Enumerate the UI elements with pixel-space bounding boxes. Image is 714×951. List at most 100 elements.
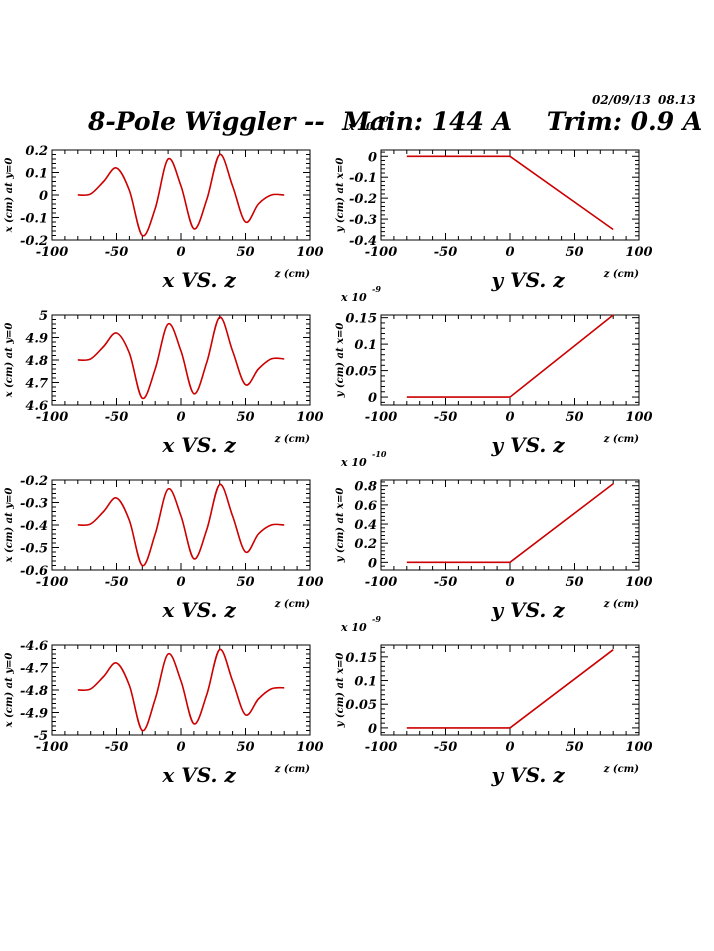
plot-panel: -100 -50 0 50 100 0.8 0.6 0.4 0.2 0 z (cm) y (cm) a… xyxy=(335,449,653,622)
x-tick-label: 100 xyxy=(296,740,323,755)
x-tick-label: 100 xyxy=(625,245,652,260)
y-tick-label: 4.9 xyxy=(25,332,48,347)
x-tick-label: 100 xyxy=(296,575,323,590)
y-tick-label: -0.2 xyxy=(20,234,48,249)
y-tick-label: 0.6 xyxy=(354,499,377,514)
x-tick-label: -50 xyxy=(105,410,129,425)
x-tick-label: 0 xyxy=(176,410,185,425)
panel-title: y VS. z xyxy=(490,268,565,292)
x-axis-title: z (cm) xyxy=(603,269,640,280)
plot-frame xyxy=(380,149,640,241)
x-tick-label: -50 xyxy=(434,245,458,260)
plot-panel: -100 -50 0 50 100 -4.6 -4.7 -4.8 -4.9 -5 z (cm) x (… xyxy=(4,639,324,787)
panel-title: x VS. z xyxy=(161,763,236,787)
x-tick-label: -100 xyxy=(365,575,398,590)
x-tick-label: 50 xyxy=(236,740,254,755)
exponent-prefix: x 10 xyxy=(340,456,367,469)
x-tick-label: 100 xyxy=(625,410,652,425)
plot-panel: -100 -50 0 50 100 0.15 0.1 0.05 0 z (cm) y (cm) at… xyxy=(335,284,653,457)
plot-frame xyxy=(51,644,311,736)
series-line xyxy=(406,649,614,729)
x-axis-title: z (cm) xyxy=(603,599,640,610)
x-tick-label: -50 xyxy=(105,740,129,755)
x-tick-label: 0 xyxy=(505,410,514,425)
y-tick-label: -4.7 xyxy=(20,662,48,677)
y-tick-label: 0.8 xyxy=(354,480,377,495)
x-tick-label: 0 xyxy=(176,575,185,590)
x-tick-label: -50 xyxy=(434,410,458,425)
y-tick-label: 0 xyxy=(368,722,377,737)
panel-title: y VS. z xyxy=(490,598,565,622)
y-tick-label: 0.2 xyxy=(354,537,377,552)
panel-title: y VS. z xyxy=(490,763,565,787)
y-axis-title: x (cm) at y=0 xyxy=(4,488,15,564)
y-tick-label: 4.8 xyxy=(25,354,48,369)
x-tick-label: -50 xyxy=(105,245,129,260)
plot-panel: -100 -50 0 50 100 5 4.9 4.8 4.7 4.6 z (cm) x (cm) a… xyxy=(4,309,324,457)
x-tick-label: -100 xyxy=(36,245,69,260)
x-tick-label: 50 xyxy=(565,575,583,590)
x-tick-label: 100 xyxy=(296,245,323,260)
exponent-value: -9 xyxy=(372,284,381,294)
y-tick-label: 0.15 xyxy=(345,312,377,327)
plot-panel: -100 -50 0 50 100 0.2 0.1 0 -0.1 -0.2 z (cm) x (cm)… xyxy=(4,144,324,292)
x-axis-title: z (cm) xyxy=(274,434,311,445)
y-tick-label: -5 xyxy=(34,729,48,744)
y-tick-label: 0.1 xyxy=(354,338,377,353)
exponent-prefix: x 10 xyxy=(340,621,367,634)
y-axis-title: y (cm) at x=0 xyxy=(335,323,346,399)
series-line xyxy=(77,316,285,400)
y-tick-label: 0.1 xyxy=(354,675,377,690)
x-axis-title: z (cm) xyxy=(603,434,640,445)
panel-title: x VS. z xyxy=(161,433,236,457)
y-axis-title: x (cm) at y=0 xyxy=(4,653,15,729)
y-axis-title: x (cm) at y=0 xyxy=(4,323,15,399)
x-tick-label: 100 xyxy=(625,740,652,755)
time-label: 08.13 xyxy=(658,93,696,107)
x-tick-label: 0 xyxy=(505,740,514,755)
y-tick-label: -0.2 xyxy=(20,474,48,489)
plot-frame xyxy=(380,314,640,406)
y-tick-label: 0 xyxy=(39,189,48,204)
overlap-exponent-label: x 10 xyxy=(347,120,374,133)
series-line xyxy=(406,155,614,231)
x-tick-label: 50 xyxy=(565,245,583,260)
plot-panel: -100 -50 0 50 100 -0.2 -0.3 -0.4 -0.5 -0.6 z (cm) x… xyxy=(4,474,324,622)
x-tick-label: -100 xyxy=(365,245,398,260)
y-tick-label: -4.9 xyxy=(20,707,48,722)
series-line xyxy=(406,483,614,564)
panel-title: x VS. z xyxy=(161,268,236,292)
panel-title: x VS. z xyxy=(161,598,236,622)
y-tick-label: 0.05 xyxy=(345,365,377,380)
x-tick-label: 0 xyxy=(505,575,514,590)
y-axis-title: y (cm) at x=0 xyxy=(335,488,346,564)
y-tick-label: -4.8 xyxy=(20,684,48,699)
x-tick-label: -100 xyxy=(365,740,398,755)
y-tick-label: 0.1 xyxy=(25,167,48,182)
y-tick-label: -0.4 xyxy=(20,519,48,534)
plot-frame xyxy=(51,314,311,406)
plot-panel: -100 -50 0 50 100 0 -0.1 -0.2 -0.3 -0.4 z (cm) y (c… xyxy=(335,149,653,292)
exponent-prefix: x 10 xyxy=(340,291,367,304)
y-tick-label: 0 xyxy=(368,391,377,406)
y-tick-label: 0.05 xyxy=(345,698,377,713)
y-tick-label: -0.1 xyxy=(349,171,377,186)
y-tick-label: -0.3 xyxy=(349,213,377,228)
y-tick-label: 5 xyxy=(39,309,48,324)
series-line xyxy=(77,483,285,567)
y-tick-label: -0.3 xyxy=(20,497,48,512)
panel-title: y VS. z xyxy=(490,433,565,457)
date-label: 02/09/13 xyxy=(592,93,651,107)
y-axis-title: x (cm) at y=0 xyxy=(4,158,15,234)
x-axis-title: z (cm) xyxy=(603,764,640,775)
y-tick-label: 0 xyxy=(368,150,377,165)
y-tick-label: -0.6 xyxy=(20,564,48,579)
y-tick-label: 0.4 xyxy=(354,518,377,533)
series-line xyxy=(77,648,285,732)
x-tick-label: 100 xyxy=(296,410,323,425)
y-tick-label: 0.2 xyxy=(25,144,48,159)
x-tick-label: 0 xyxy=(505,245,514,260)
x-tick-label: 50 xyxy=(236,575,254,590)
y-tick-label: -0.5 xyxy=(20,542,48,557)
